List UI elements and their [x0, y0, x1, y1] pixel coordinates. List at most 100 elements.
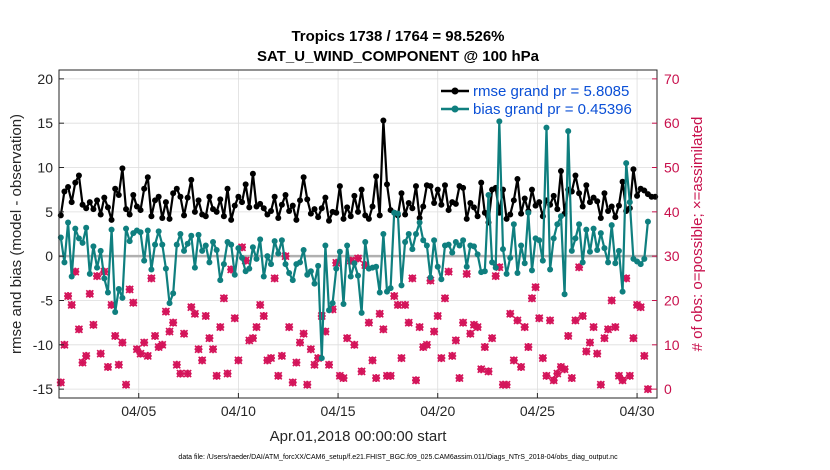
- bias-point-130: [528, 267, 535, 274]
- rmse-point-8: [86, 199, 93, 206]
- obs-assimilated-point-80: [346, 256, 355, 265]
- obs-assimilated-point-48: [230, 314, 239, 323]
- rmse-point-113: [467, 199, 474, 206]
- rmse-point-27: [155, 193, 162, 200]
- rmse-point-38: [195, 197, 202, 204]
- obs-assimilated-point-153: [611, 323, 620, 332]
- obs-assimilated-point-156: [622, 274, 631, 283]
- bias-point-104: [434, 263, 441, 270]
- rmse-point-123: [503, 215, 510, 222]
- bias-point-134: [543, 124, 550, 131]
- obs-assimilated-point-95: [401, 300, 410, 309]
- rmse-point-33: [177, 193, 184, 200]
- bias-point-6: [79, 239, 86, 246]
- obs-assimilated-point-140: [564, 331, 573, 341]
- obs-assimilated-point-138: [556, 362, 566, 372]
- bias-point-29: [162, 265, 169, 272]
- y-right-tick-label-4: 40: [664, 204, 680, 220]
- bias-point-76: [333, 265, 340, 272]
- bias-point-150: [601, 245, 608, 252]
- obs-assimilated-point-128: [520, 323, 529, 332]
- bias-point-83: [358, 309, 365, 316]
- obs-assimilated-point-10: [92, 272, 102, 281]
- bias-point-42: [210, 238, 217, 245]
- obs-assimilated-point-6: [78, 358, 87, 367]
- rmse-point-63: [286, 207, 293, 214]
- bias-point-118: [485, 191, 492, 198]
- bias-point-123: [503, 270, 510, 277]
- obs-assimilated-point-162: [643, 385, 653, 394]
- rmse-point-20: [130, 191, 137, 198]
- bias-point-153: [612, 260, 619, 267]
- y-right-tick-label-6: 60: [664, 115, 680, 131]
- obs-assimilated-point-82: [353, 254, 363, 263]
- obs-assimilated-point-150: [600, 334, 609, 343]
- bias-point-95: [402, 238, 409, 245]
- bias-point-98: [412, 231, 419, 237]
- bias-point-49: [235, 245, 242, 252]
- rmse-point-14: [108, 216, 115, 223]
- y-tick-label-1: -10: [33, 337, 53, 353]
- rmse-point-87: [373, 173, 380, 180]
- bias-point-66: [297, 259, 304, 266]
- obs-assimilated-point-121: [495, 263, 504, 272]
- obs-assimilated-point-81: [350, 340, 359, 349]
- x-ticks: 04/05 04/10 04/15 04/20 04/25 04/30: [121, 393, 655, 419]
- obs-assimilated-point-29: [161, 307, 170, 316]
- rmse-point-15: [112, 185, 119, 192]
- bias-point-35: [184, 240, 191, 247]
- bias-point-72: [318, 355, 325, 362]
- rmse-point-28: [159, 215, 166, 222]
- obs-assimilated-point-136: [549, 376, 558, 385]
- bias-point-57: [264, 253, 271, 260]
- obs-assimilated-point-159: [633, 300, 642, 309]
- bias-point-87: [373, 263, 380, 270]
- obs-assimilated-point-119: [488, 334, 497, 343]
- obs-assimilated-point-144: [578, 311, 587, 321]
- obs-assimilated-point-19: [125, 285, 134, 294]
- rmse-point-127: [518, 210, 525, 217]
- bias-point-62: [282, 261, 289, 268]
- bias-point-144: [579, 259, 586, 266]
- rmse-series: [57, 117, 659, 226]
- bias-point-161: [641, 255, 648, 262]
- obs-assimilated-point-112: [462, 269, 471, 278]
- y-right-tick-label-5: 50: [664, 160, 680, 176]
- obs-assimilated-point-58: [266, 354, 276, 363]
- y-tick-label-2: -5: [41, 292, 54, 308]
- obs-assimilated-point-152: [607, 296, 616, 305]
- bias-point-77: [336, 248, 343, 255]
- obs-assimilated-point-56: [259, 311, 268, 321]
- obs-assimilated-point-77: [335, 371, 344, 380]
- obs-assimilated-point-62: [281, 252, 290, 261]
- obs-assimilated-point-141: [567, 373, 576, 383]
- obs-assimilated-point-147: [589, 323, 598, 332]
- obs-assimilated-point-99: [415, 323, 424, 332]
- rmse-point-111: [460, 184, 467, 191]
- obs-assimilated-point-96: [404, 318, 413, 327]
- rmse-point-149: [597, 215, 604, 222]
- obs-assimilated-point-41: [205, 334, 214, 343]
- bias-point-48: [231, 271, 238, 278]
- bias-point-122: [499, 246, 506, 253]
- obs-assimilated-point-161: [640, 351, 649, 360]
- bias-point-94: [398, 282, 405, 289]
- obs-assimilated-point-28: [158, 340, 167, 349]
- rmse-point-29: [162, 199, 169, 206]
- y-right-axis-label: # of obs: o=possible; ×=assimilated: [689, 117, 706, 352]
- obs-assimilated-point-54: [252, 323, 261, 332]
- rmse-point-83: [358, 186, 365, 193]
- bias-point-151: [605, 259, 612, 266]
- y-right-tick-label-7: 70: [664, 71, 680, 87]
- obs-assimilated-point-75: [328, 305, 337, 314]
- bias-point-8: [86, 270, 93, 277]
- obs-assimilated-point-118: [484, 367, 493, 376]
- obs-assimilated-point-44: [216, 323, 225, 332]
- bias-point-108: [449, 249, 456, 256]
- obs-assimilated-point-135: [546, 316, 555, 325]
- obs-assimilated-point-125: [509, 356, 518, 365]
- bias-point-2: [65, 219, 72, 226]
- rmse-point-52: [246, 204, 253, 211]
- rmse-point-35: [184, 194, 191, 201]
